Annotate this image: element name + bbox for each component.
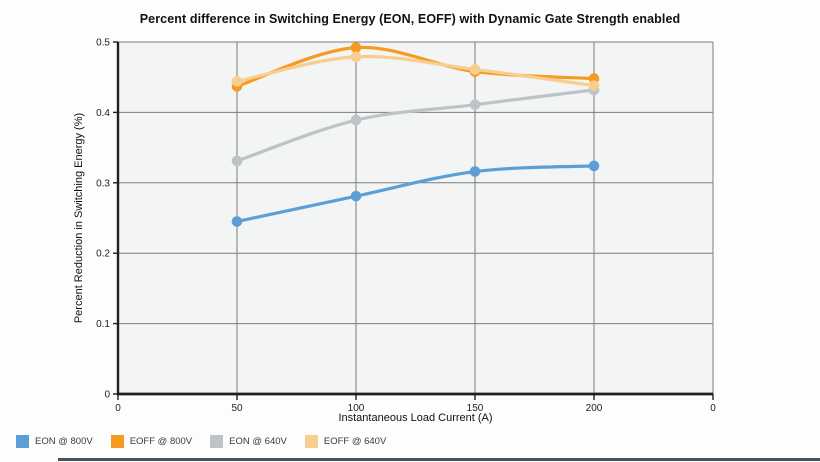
x-tick-label: 0 <box>115 403 121 414</box>
legend-swatch-icon <box>16 435 29 448</box>
y-tick-label: 0.2 <box>96 249 110 260</box>
bottom-divider <box>58 458 820 461</box>
y-tick-label: 0.5 <box>96 38 110 49</box>
data-point-eoff-640v <box>231 76 243 87</box>
legend-item-eon-640v[interactable]: EON @ 640V <box>210 435 287 448</box>
x-tick-label: 0 <box>710 403 716 414</box>
data-point-eon-640v <box>469 99 481 110</box>
data-point-eoff-640v <box>350 51 362 63</box>
x-tick-label: 100 <box>348 403 365 414</box>
series-line-eoff-640v <box>235 54 596 88</box>
y-tick-label: 0 <box>104 390 110 401</box>
data-point-eon-800v <box>350 190 362 202</box>
plot-area-background <box>118 42 713 394</box>
data-point-eoff-800v <box>350 42 362 53</box>
data-point-eoff-640v <box>469 64 481 75</box>
data-point-eon-640v <box>231 155 243 167</box>
x-tick-label: 200 <box>586 403 603 414</box>
chart-title: Percent difference in Switching Energy (… <box>139 12 681 26</box>
legend-item-eoff-800v[interactable]: EOFF @ 800V <box>110 435 193 448</box>
x-tick-label: 150 <box>467 403 484 414</box>
legend-item-eon-800v[interactable]: EON @ 800V <box>16 435 93 448</box>
legend-label: EON @ 800V <box>35 436 93 447</box>
data-point-eon-800v <box>588 160 600 172</box>
legend-swatch-icon <box>110 435 124 448</box>
legend-swatch-icon <box>304 435 318 448</box>
data-point-eon-640v <box>350 114 362 126</box>
legend-label: EOFF @ 640V <box>323 436 387 447</box>
legend-label: EOFF @ 800V <box>129 436 193 447</box>
data-point-eoff-640v <box>588 80 600 91</box>
y-tick-label: 0.4 <box>96 108 110 119</box>
legend-swatch-icon <box>210 435 224 448</box>
y-tick-label: 0.1 <box>96 319 110 330</box>
y-axis-label: Percent Reduction in Switching Energy (%… <box>73 112 85 324</box>
legend-label: EON @ 640V <box>229 436 287 447</box>
data-point-eon-800v <box>469 166 481 177</box>
x-tick-label: 50 <box>231 403 243 414</box>
x-axis-label: Instantaneous Load Current (A) <box>338 412 493 424</box>
chart-legend: EON @ 800V EOFF @ 800V EON @ 640V EOFF @ 64… <box>16 435 386 448</box>
legend-item-eoff-640v[interactable]: EOFF @ 640V <box>304 435 387 448</box>
series-line-eon-800v <box>235 164 596 224</box>
data-point-eon-800v <box>231 216 243 227</box>
y-tick-label: 0.3 <box>96 178 110 189</box>
series-line-eon-640v <box>235 88 596 163</box>
